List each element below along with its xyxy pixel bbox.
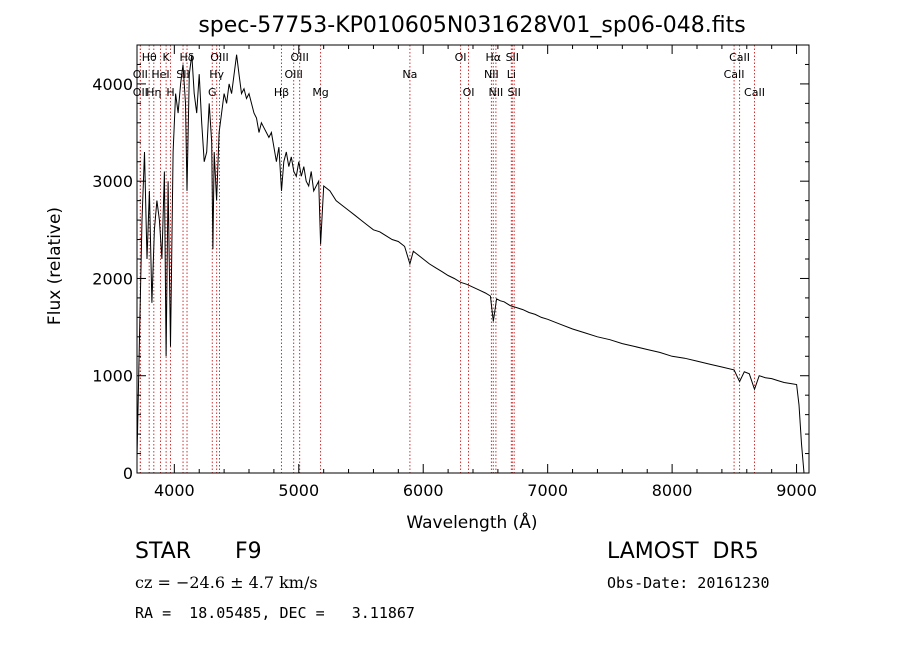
line-label-14: OIII: [290, 51, 308, 64]
line-label-6: H: [166, 86, 174, 99]
y-axis: 0 1000 2000 3000 4000: [92, 44, 809, 483]
x-axis: 4000 5000 6000 7000 8000 9000: [154, 45, 817, 500]
chart-title: spec-57753-KP010605N031628V01_sp06-048.f…: [198, 13, 745, 38]
line-label-3: Hη: [146, 86, 161, 99]
line-label-4: HeI: [151, 68, 169, 81]
line-label-10: Hγ: [209, 68, 224, 81]
coordinates: RA = 18.05485, DEC = 3.11867: [135, 604, 415, 622]
line-label-24: SII: [507, 86, 520, 99]
line-label-23: SII: [506, 51, 519, 64]
line-label-21: NII: [489, 86, 504, 99]
spectrum-chart: spec-57753-KP010605N031628V01_sp06-048.f…: [45, 13, 817, 533]
line-label-15: Mg: [312, 86, 328, 99]
line-label-17: OI: [455, 51, 467, 64]
line-label-11: G: [208, 86, 217, 99]
spectral-line-markers: [139, 45, 755, 473]
line-label-26: CaII: [724, 68, 745, 81]
object-class: STAR: [135, 539, 192, 564]
line-label-27: CaII: [744, 86, 765, 99]
line-label-25: CaII: [729, 51, 750, 64]
line-label-13: OIII: [284, 68, 302, 81]
y-tick-label-0: 0: [123, 464, 133, 483]
line-label-1: OII: [133, 68, 148, 81]
x-tick-label-5: 9000: [776, 481, 817, 500]
line-label-18: OI: [463, 86, 475, 99]
redshift-velocity: cz = −24.6 ± 4.7 km/s: [135, 573, 318, 592]
spectrum-line: [136, 54, 805, 474]
line-label-22: Li: [507, 68, 516, 81]
y-tick-label-1: 1000: [92, 367, 133, 386]
line-label-7: SII: [176, 68, 189, 81]
y-axis-label: Flux (relative): [45, 207, 65, 325]
x-tick-label-1: 5000: [278, 481, 319, 500]
y-tick-label-2: 2000: [92, 269, 133, 288]
x-tick-label-4: 8000: [652, 481, 693, 500]
observation-date: Obs-Date: 20161230: [607, 574, 770, 592]
plot-frame: [136, 44, 810, 474]
object-subclass: F9: [235, 539, 262, 564]
y-tick-label-3: 3000: [92, 172, 133, 191]
line-label-0: Hθ: [142, 51, 157, 64]
x-tick-label-0: 4000: [154, 481, 195, 500]
x-tick-label-3: 7000: [527, 481, 568, 500]
line-label-16: Na: [402, 68, 417, 81]
line-label-19: Hα: [486, 51, 502, 64]
y-tick-label-4: 4000: [92, 75, 133, 94]
x-axis-label: Wavelength (Å): [406, 511, 537, 533]
line-label-5: K: [163, 51, 171, 64]
line-label-12: Hβ: [274, 86, 289, 99]
line-label-20: NII: [484, 68, 499, 81]
survey-name: LAMOST DR5: [607, 539, 759, 564]
line-label-9: OIII: [210, 51, 228, 64]
x-tick-label-2: 6000: [403, 481, 444, 500]
